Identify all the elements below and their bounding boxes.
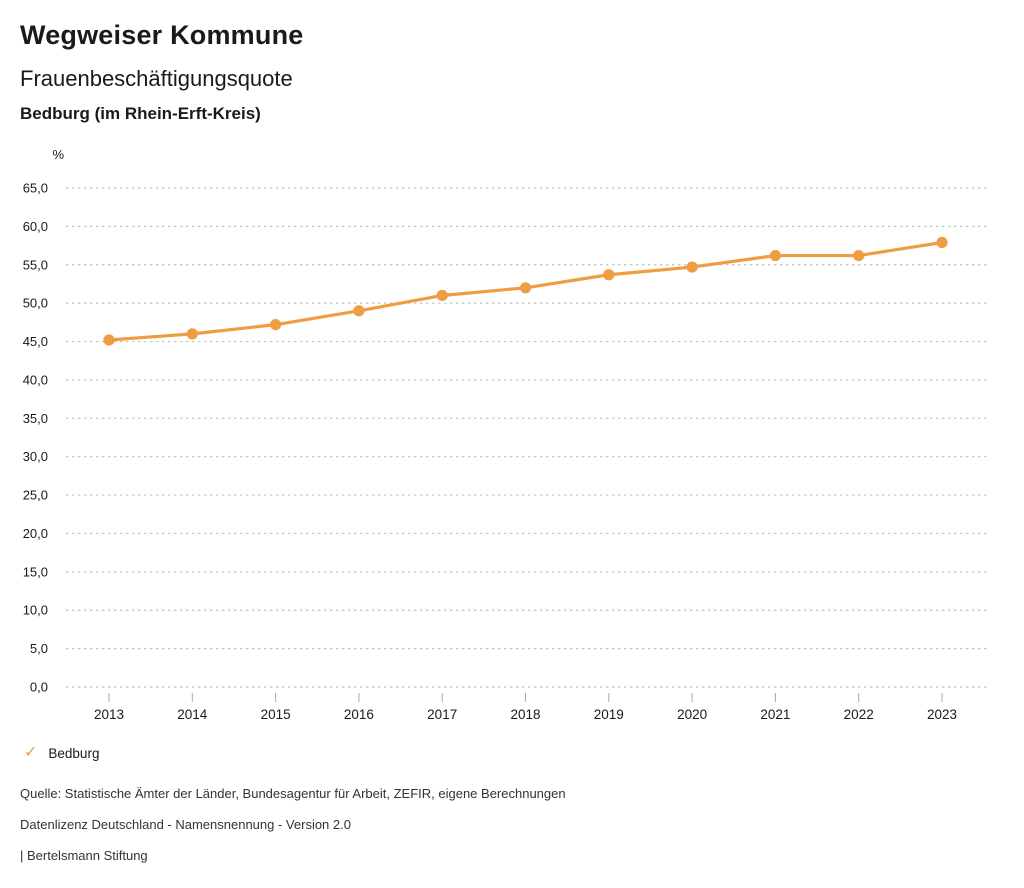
- app-title: Wegweiser Kommune: [20, 20, 304, 50]
- data-point-2022: [853, 249, 865, 262]
- chart-region-subtitle: Bedburg (im Rhein-Erft-Kreis): [20, 104, 261, 123]
- source-note: Quelle: Statistische Ämter der Länder, B…: [20, 786, 566, 801]
- y-tick-label: 55,0: [23, 257, 48, 272]
- data-point-2014: [186, 328, 198, 340]
- x-tick-label: 2013: [94, 707, 124, 722]
- data-point-2023: [936, 236, 948, 249]
- x-tick-label: 2017: [427, 707, 457, 722]
- y-tick-label: 40,0: [23, 372, 48, 387]
- chart-title: Frauenbeschäftigungsquote: [20, 66, 293, 91]
- y-tick-label: 45,0: [23, 334, 48, 349]
- legend-check-icon: ✓: [24, 744, 38, 761]
- legend-item-label: Bedburg: [48, 745, 100, 761]
- data-point-2019: [603, 269, 615, 281]
- data-point-2021: [769, 249, 782, 262]
- license-note: Datenlizenz Deutschland - Namensnennung …: [20, 817, 351, 832]
- y-axis-unit-label: %: [52, 147, 64, 162]
- y-tick-label: 5,0: [30, 641, 48, 656]
- x-tick-label: 2019: [594, 707, 624, 722]
- data-point-2018: [519, 282, 532, 294]
- data-point-2013: [103, 334, 115, 346]
- x-tick-label: 2016: [344, 707, 374, 722]
- publisher-note: | Bertelsmann Stiftung: [20, 848, 148, 863]
- y-tick-label: 30,0: [23, 449, 48, 464]
- x-tick-label: 2023: [927, 707, 957, 722]
- y-tick-label: 65,0: [23, 181, 48, 196]
- x-tick-label: 2014: [177, 707, 208, 722]
- data-point-2017: [436, 289, 448, 302]
- y-tick-label: 0,0: [30, 680, 48, 695]
- frauenbeschaeftigungsquote-line-chart: % 0,0 5,0 10,0 15,0 20,0 25,0 30,0 35,0 40,0 45,0 5…: [23, 147, 990, 722]
- data-point-2016: [353, 305, 365, 317]
- x-tick-label: 2022: [844, 707, 874, 722]
- y-tick-label: 20,0: [23, 526, 48, 541]
- y-tick-label: 10,0: [23, 603, 48, 618]
- x-tick-label: 2015: [261, 707, 291, 722]
- y-tick-label: 50,0: [23, 296, 48, 311]
- y-tick-label: 60,0: [23, 219, 48, 234]
- y-tick-label: 35,0: [23, 411, 48, 426]
- x-tick-label: 2018: [510, 707, 540, 722]
- data-point-2020: [686, 261, 698, 273]
- y-tick-label: 15,0: [23, 564, 48, 579]
- x-tick-label: 2021: [760, 707, 790, 722]
- data-point-2015: [270, 319, 282, 331]
- y-tick-label: 25,0: [23, 488, 48, 503]
- legend-item-bedburg[interactable]: ✓ Bedburg: [24, 745, 99, 761]
- x-tick-label: 2020: [677, 707, 707, 722]
